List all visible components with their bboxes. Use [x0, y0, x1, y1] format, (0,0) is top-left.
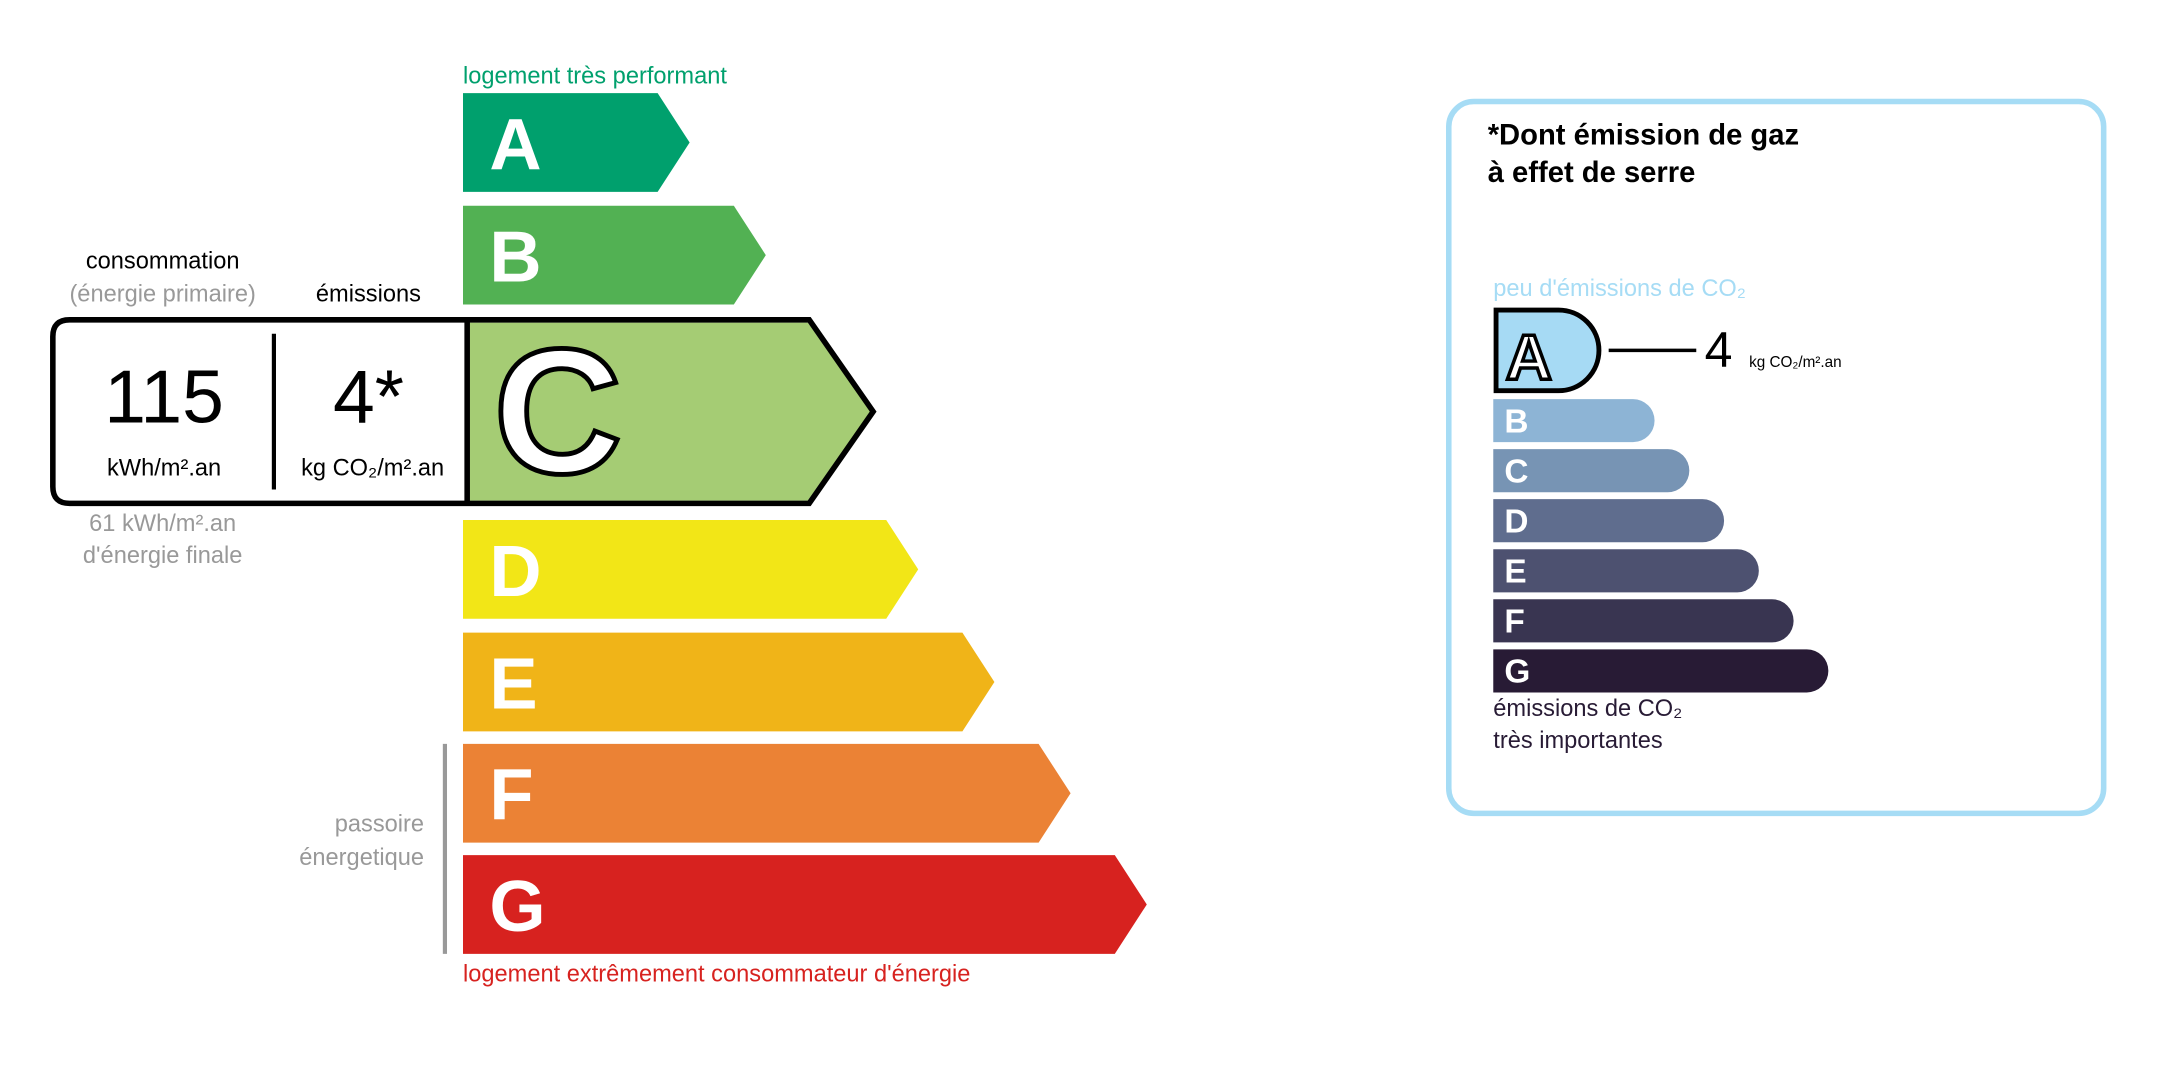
energy-class-d-arrow [462, 520, 919, 619]
ghg-class-c-letter: C [1504, 453, 1528, 490]
ghg-bottom-label-line2: très importantes [1493, 728, 1662, 754]
ghg-top-label: peu d'émissions de CO₂ [1493, 276, 1746, 302]
ghg-class-b-letter: B [1504, 403, 1528, 440]
consumption-title: consommation [86, 248, 240, 274]
selected-class-box [50, 317, 877, 507]
emissions-unit: kg CO₂/m².an [301, 456, 444, 482]
ghg-class-d-letter: D [1504, 504, 1528, 541]
ghg-class-g-bar [1493, 649, 1829, 693]
emissions-title: émissions [316, 282, 421, 308]
consumption-value: 115 [104, 355, 224, 439]
ghg-class-f-bar [1493, 599, 1794, 643]
final-energy-value: 61 kWh/m².an [89, 511, 236, 537]
bottom-label: logement extrêmement consommateur d'éner… [463, 962, 970, 988]
ghg-class-e-letter: E [1504, 554, 1526, 591]
energy-class-a-arrow [462, 93, 690, 192]
ghg-class-a-letter: A [1506, 322, 1552, 394]
ghg-class-c-bar [1493, 449, 1690, 493]
ghg-class-f-letter: F [1504, 604, 1524, 641]
ghg-unit: kg CO₂/m².an [1749, 354, 1842, 371]
energy-class-e-arrow [462, 632, 995, 732]
energy-class-e-letter: E [489, 644, 537, 724]
ghg-class-g-letter: G [1504, 654, 1530, 691]
passoire-label-line1: passoire [335, 811, 424, 837]
consumption-unit: kWh/m².an [107, 456, 221, 482]
ghg-title-line1: *Dont émission de gaz [1488, 120, 1799, 152]
energy-class-f-letter: F [489, 756, 533, 836]
ghg-class-a-badge [1493, 307, 1602, 394]
final-energy-label: d'énergie finale [83, 543, 243, 569]
ghg-bottom-label-line1: émissions de CO₂ [1493, 696, 1682, 722]
ghg-class-b-bar [1493, 399, 1655, 443]
consumption-subtitle: (énergie primaire) [69, 282, 255, 308]
ghg-class-d-bar [1493, 499, 1725, 543]
energy-class-b-arrow [462, 205, 766, 305]
ghg-value: 4 [1705, 322, 1733, 378]
top-label: logement très performant [463, 63, 727, 89]
energy-class-d-letter: D [489, 532, 541, 612]
ghg-title-line2: à effet de serre [1488, 157, 1696, 189]
emissions-value: 4* [333, 355, 404, 439]
energy-class-b-letter: B [489, 218, 541, 298]
passoire-label-line2: énergetique [299, 845, 424, 871]
energy-class-c-letter: C [494, 312, 623, 511]
energy-class-c-arrow [467, 322, 871, 501]
energy-class-a-letter: A [489, 105, 541, 185]
energy-class-g-letter: G [489, 867, 545, 947]
energy-class-g-arrow [462, 855, 1147, 954]
energy-class-f-arrow [462, 743, 1071, 843]
ghg-class-e-bar [1493, 549, 1759, 593]
